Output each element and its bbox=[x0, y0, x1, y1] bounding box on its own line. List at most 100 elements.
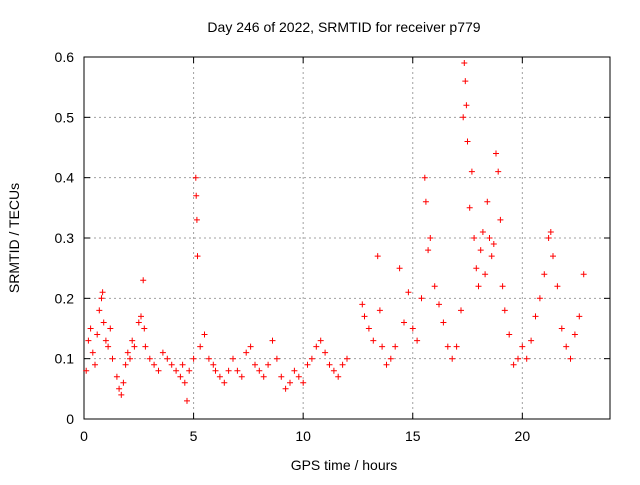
data-point bbox=[335, 373, 342, 380]
data-point bbox=[116, 385, 123, 392]
data-point bbox=[528, 337, 535, 344]
data-point bbox=[201, 331, 208, 338]
data-point bbox=[365, 325, 372, 332]
data-point bbox=[475, 283, 482, 290]
data-point bbox=[545, 235, 552, 241]
x-tick-label: 0 bbox=[80, 428, 88, 444]
data-point bbox=[151, 361, 158, 368]
data-point bbox=[221, 379, 228, 386]
x-tick-label: 15 bbox=[405, 428, 421, 444]
data-point bbox=[124, 349, 131, 356]
data-point bbox=[278, 373, 285, 380]
data-point bbox=[493, 150, 499, 157]
data-point bbox=[461, 60, 468, 66]
data-point bbox=[370, 337, 377, 344]
data-point bbox=[107, 325, 114, 332]
data-point bbox=[567, 355, 574, 362]
data-point bbox=[192, 174, 199, 181]
data-point bbox=[563, 343, 570, 350]
data-point bbox=[392, 343, 399, 350]
data-point bbox=[414, 337, 421, 344]
data-point bbox=[322, 349, 329, 356]
data-point bbox=[326, 361, 333, 368]
data-point bbox=[409, 325, 416, 332]
data-point bbox=[164, 355, 171, 362]
data-point bbox=[273, 355, 280, 362]
data-point bbox=[210, 361, 217, 368]
data-point bbox=[234, 367, 241, 374]
data-point bbox=[499, 283, 506, 290]
data-point bbox=[197, 343, 204, 350]
data-point bbox=[344, 355, 350, 362]
data-point bbox=[120, 379, 127, 386]
data-point bbox=[427, 235, 434, 241]
y-tick-label: 0.2 bbox=[55, 290, 75, 306]
data-point bbox=[105, 343, 112, 350]
data-point bbox=[541, 271, 548, 278]
data-point bbox=[256, 367, 263, 374]
data-point bbox=[225, 367, 232, 374]
data-point bbox=[212, 367, 219, 374]
y-tick-label: 0.3 bbox=[55, 230, 75, 246]
data-point bbox=[269, 337, 276, 344]
data-point bbox=[464, 138, 471, 145]
data-point bbox=[83, 367, 90, 374]
data-point bbox=[554, 283, 561, 290]
data-point bbox=[506, 331, 513, 338]
data-point bbox=[184, 397, 190, 404]
data-point bbox=[330, 367, 337, 374]
data-point bbox=[387, 355, 394, 362]
data-point bbox=[102, 337, 109, 344]
data-point bbox=[449, 355, 456, 362]
data-point bbox=[190, 355, 197, 362]
data-point bbox=[482, 271, 489, 278]
data-point bbox=[405, 289, 412, 296]
data-point bbox=[510, 361, 517, 368]
data-point bbox=[252, 361, 258, 368]
data-point bbox=[99, 289, 106, 296]
data-point bbox=[177, 373, 184, 380]
data-point bbox=[313, 343, 320, 350]
data-point bbox=[431, 283, 438, 290]
data-point bbox=[173, 367, 180, 374]
data-point bbox=[186, 367, 193, 374]
data-point bbox=[486, 235, 493, 241]
data-point bbox=[422, 198, 429, 205]
data-point bbox=[558, 325, 565, 332]
data-point bbox=[300, 379, 307, 386]
data-point bbox=[181, 379, 188, 386]
x-tick-label: 5 bbox=[190, 428, 198, 444]
data-point bbox=[230, 355, 236, 362]
data-point bbox=[168, 361, 175, 368]
data-point bbox=[523, 355, 530, 362]
data-point bbox=[418, 295, 425, 302]
data-point bbox=[477, 247, 484, 254]
data-point bbox=[490, 241, 497, 247]
data-point bbox=[401, 319, 407, 326]
grid bbox=[84, 57, 610, 419]
data-point bbox=[571, 331, 578, 338]
data-point bbox=[304, 361, 311, 368]
data-point bbox=[282, 385, 289, 392]
data-point bbox=[576, 313, 583, 320]
data-point bbox=[473, 265, 480, 272]
data-point bbox=[361, 313, 368, 320]
y-tick-label: 0.5 bbox=[55, 109, 75, 125]
data-point bbox=[129, 337, 136, 344]
data-point bbox=[140, 277, 147, 284]
y-tick-label: 0.6 bbox=[55, 49, 75, 65]
data-point bbox=[532, 313, 539, 320]
data-point bbox=[379, 343, 386, 350]
data-point bbox=[550, 253, 556, 260]
data-series bbox=[83, 60, 587, 404]
data-point bbox=[468, 168, 475, 175]
data-point bbox=[87, 325, 94, 332]
data-point bbox=[460, 114, 467, 121]
data-point bbox=[471, 235, 478, 241]
data-point bbox=[444, 343, 451, 350]
data-point bbox=[89, 349, 96, 356]
data-point bbox=[497, 216, 504, 223]
data-point bbox=[113, 373, 120, 380]
x-axis-label: GPS time / hours bbox=[291, 457, 398, 473]
